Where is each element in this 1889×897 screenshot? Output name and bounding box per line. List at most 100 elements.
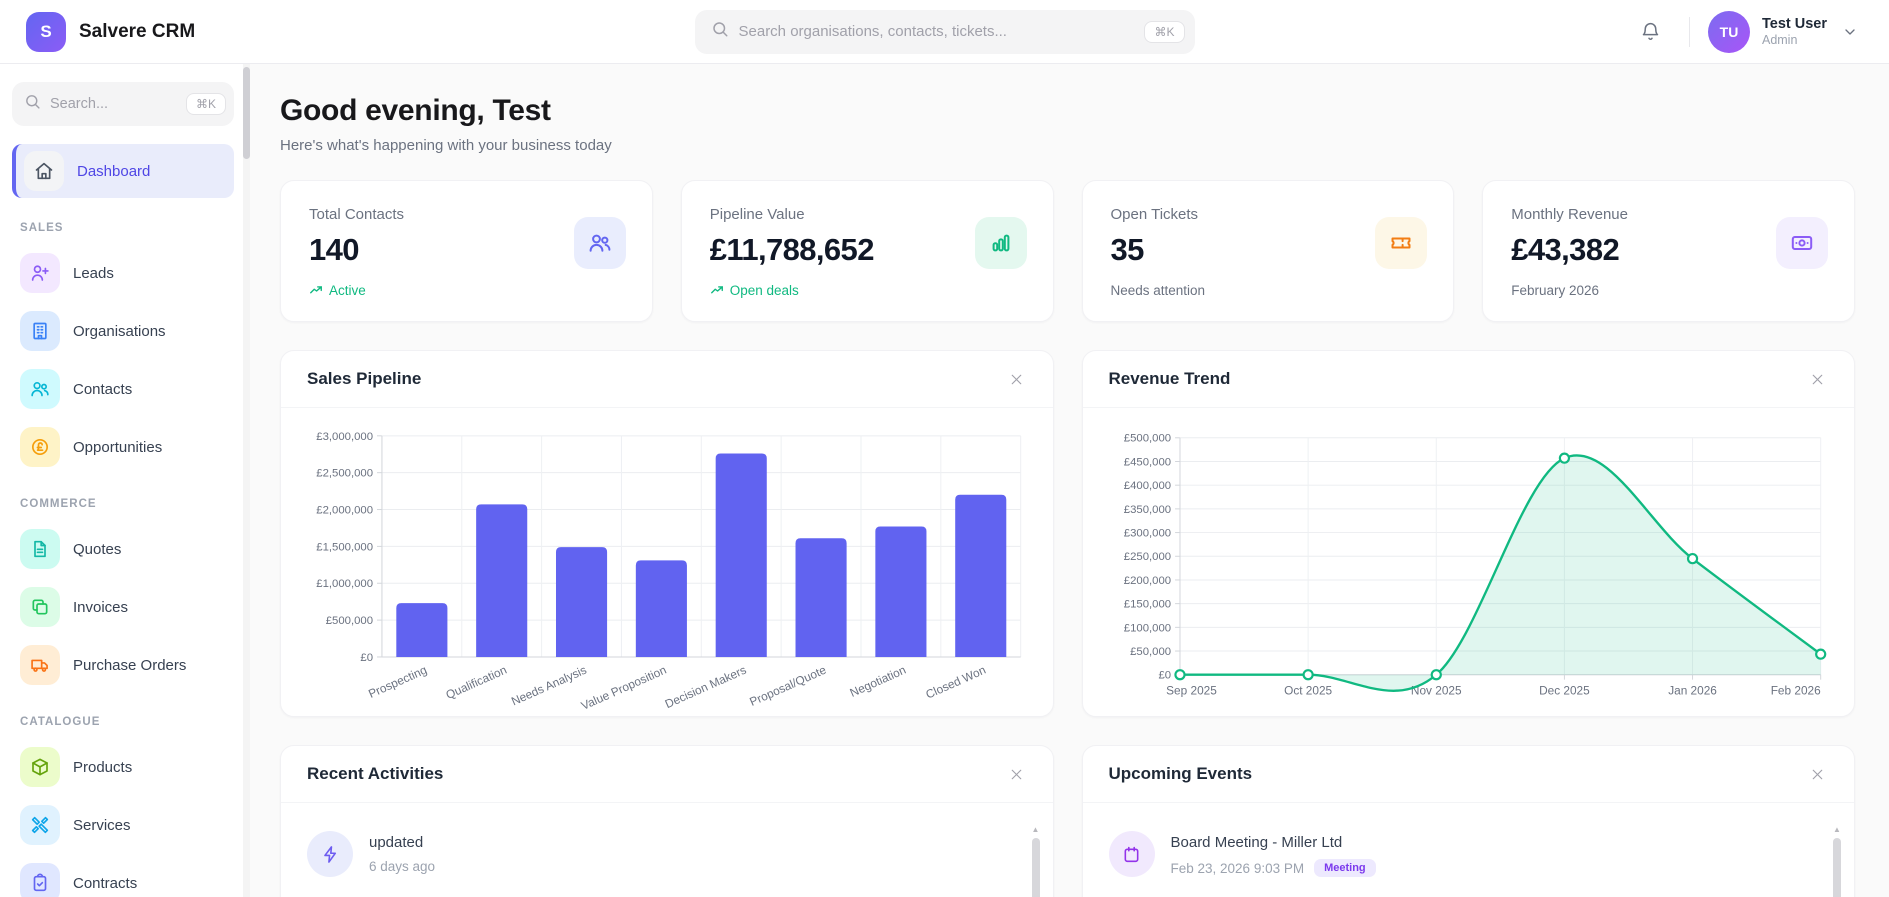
- activities-list: updated6 days agoupdated: [307, 831, 1019, 897]
- svg-text:Decision Makers: Decision Makers: [663, 663, 749, 711]
- sidebar-item-dashboard[interactable]: Dashboard: [12, 144, 234, 198]
- banknote-iconbox: [1776, 217, 1828, 269]
- search-icon: [711, 20, 729, 38]
- close-icon: [1008, 371, 1025, 388]
- user-menu-button[interactable]: [1837, 12, 1863, 52]
- clipboard-check-icon: [30, 873, 50, 893]
- divider: [1689, 17, 1690, 47]
- sidebar-item-organisations[interactable]: Organisations: [12, 304, 234, 358]
- svg-text:£2,000,000: £2,000,000: [316, 504, 373, 516]
- sidebar-item-leads[interactable]: Leads: [12, 246, 234, 300]
- sidebar-nav: DashboardSALESLeadsOrganisationsContacts…: [12, 144, 234, 897]
- sidebar-item-purchase-orders[interactable]: Purchase Orders: [12, 638, 234, 692]
- data-point-jan-2026: [1688, 554, 1697, 563]
- scrollbar-thumb[interactable]: [1833, 838, 1841, 897]
- truck-icon: [30, 655, 50, 675]
- home-icon: [34, 161, 54, 181]
- stat-card-open-tickets: Open Tickets35Needs attention: [1082, 180, 1455, 322]
- tools-icon: [30, 815, 50, 835]
- panel-title: Recent Activities: [307, 764, 443, 784]
- panel-title: Upcoming Events: [1109, 764, 1253, 784]
- sidebar-item-label: Services: [73, 817, 131, 834]
- svg-text:£500,000: £500,000: [326, 615, 373, 627]
- close-icon[interactable]: [1807, 369, 1828, 390]
- bar-chart-icon: [989, 231, 1013, 255]
- bar-chart-iconbox: [975, 217, 1027, 269]
- list-item[interactable]: updated6 days ago: [307, 831, 1019, 877]
- close-icon[interactable]: [1807, 764, 1828, 785]
- sidebar-scrollbar[interactable]: [243, 64, 250, 897]
- svg-text:£250,000: £250,000: [1123, 551, 1170, 563]
- scrollbar-thumb[interactable]: [243, 67, 250, 159]
- sidebar-item-label: Quotes: [73, 541, 121, 558]
- search-icon: [711, 20, 729, 43]
- bar-proposal-quote: [796, 538, 847, 657]
- user-meta: Test User Admin: [1762, 15, 1827, 49]
- user-plus-icon: [30, 263, 50, 283]
- app-logo: S: [26, 12, 66, 52]
- sidebar-section-title: COMMERCE: [20, 498, 226, 510]
- close-icon[interactable]: [1006, 764, 1027, 785]
- sidebar-item-label: Organisations: [73, 323, 166, 340]
- sidebar-item-contacts[interactable]: Contacts: [12, 362, 234, 416]
- list-item-title: updated: [369, 831, 435, 851]
- shortcut-badge: ⌘K: [186, 93, 226, 115]
- stat-sub: February 2026: [1511, 283, 1826, 298]
- package-icon: [30, 757, 50, 777]
- data-point-feb-2026: [1816, 650, 1825, 659]
- stat-sub: Needs attention: [1111, 283, 1426, 298]
- zap-iconbox: [307, 831, 353, 877]
- sidebar-search-input[interactable]: [50, 96, 186, 112]
- list-scrollbar[interactable]: ▲: [1031, 825, 1041, 897]
- notifications-button[interactable]: [1631, 12, 1671, 52]
- file-text-icon: [30, 539, 50, 559]
- scroll-up-arrow[interactable]: ▲: [1832, 825, 1842, 835]
- close-icon[interactable]: [1006, 369, 1027, 390]
- list-item[interactable]: Board Meeting - Miller LtdFeb 23, 2026 9…: [1109, 831, 1821, 877]
- sidebar-item-services[interactable]: Services: [12, 798, 234, 852]
- sidebar-item-contracts[interactable]: Contracts: [12, 856, 234, 897]
- revenue-area: [1179, 455, 1820, 690]
- global-search[interactable]: ⌘K: [695, 10, 1195, 54]
- chart-title: Revenue Trend: [1109, 369, 1231, 389]
- sidebar-search[interactable]: ⌘K: [12, 82, 234, 126]
- data-point-nov-2025: [1431, 670, 1440, 679]
- main-content: Good evening, Test Here's what's happeni…: [250, 64, 1889, 897]
- clipboard-check-iconbox: [20, 863, 60, 897]
- user-avatar[interactable]: TU: [1708, 11, 1750, 53]
- bar-closed-won: [955, 495, 1006, 657]
- svg-text:Needs Analysis: Needs Analysis: [509, 663, 589, 709]
- recent-activities-card: Recent Activities updated6 days agoupdat…: [280, 745, 1054, 897]
- stat-sub: Open deals: [710, 283, 1025, 298]
- list-scrollbar[interactable]: ▲: [1832, 825, 1842, 897]
- chart-title: Sales Pipeline: [307, 369, 421, 389]
- calendar-icon: [1122, 845, 1141, 864]
- data-point-sep-2025: [1175, 670, 1184, 679]
- trend-up-icon: [309, 284, 323, 298]
- sidebar-item-quotes[interactable]: Quotes: [12, 522, 234, 576]
- sidebar-item-opportunities[interactable]: Opportunities: [12, 420, 234, 474]
- trend-up-icon: [710, 284, 724, 298]
- sidebar-item-label: Dashboard: [77, 163, 150, 180]
- svg-text:Dec 2025: Dec 2025: [1539, 683, 1590, 697]
- svg-text:£350,000: £350,000: [1123, 504, 1170, 516]
- svg-text:Proposal/Quote: Proposal/Quote: [747, 663, 828, 709]
- user-role: Admin: [1762, 33, 1827, 49]
- sidebar-item-products[interactable]: Products: [12, 740, 234, 794]
- scroll-up-arrow[interactable]: ▲: [1031, 825, 1041, 835]
- svg-text:£100,000: £100,000: [1123, 622, 1170, 634]
- sidebar-item-label: Invoices: [73, 599, 128, 616]
- svg-text:Jan 2026: Jan 2026: [1668, 683, 1717, 697]
- stat-card-total-contacts: Total Contacts140Active: [280, 180, 653, 322]
- svg-text:£1,500,000: £1,500,000: [316, 541, 373, 553]
- stat-sub-text: Active: [329, 283, 366, 298]
- users-iconbox: [574, 217, 626, 269]
- tools-iconbox: [20, 805, 60, 845]
- sidebar-item-invoices[interactable]: Invoices: [12, 580, 234, 634]
- bar-value-proposition: [636, 560, 687, 657]
- svg-text:£300,000: £300,000: [1123, 528, 1170, 540]
- sidebar-item-label: Contacts: [73, 381, 132, 398]
- svg-text:£0: £0: [1158, 670, 1171, 682]
- scrollbar-thumb[interactable]: [1032, 838, 1040, 897]
- global-search-input[interactable]: [739, 23, 1145, 40]
